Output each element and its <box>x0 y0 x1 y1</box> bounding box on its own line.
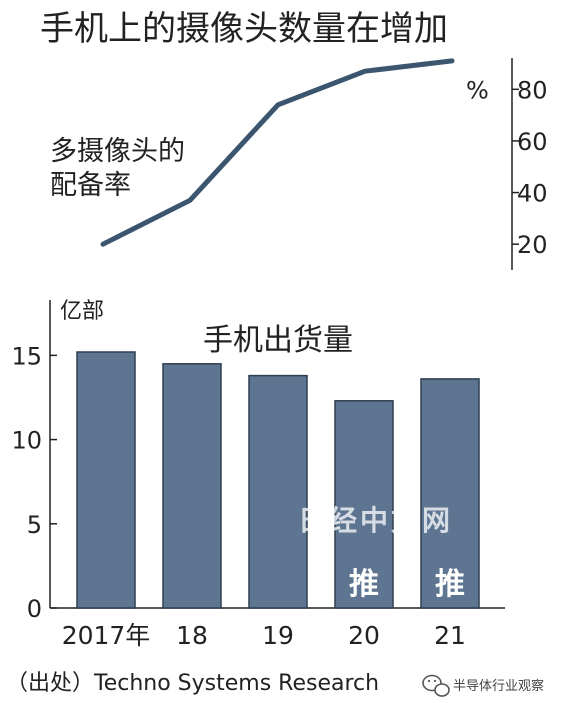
bar-chart-x-tick-label: 2017年 <box>62 621 151 650</box>
shipment-bar <box>334 400 394 609</box>
source-note: （出处）Techno Systems Research <box>6 671 379 696</box>
shipment-bar <box>162 363 222 609</box>
shipment-bar <box>76 351 136 609</box>
bar-chart-y-tick-label: 15 <box>11 342 42 370</box>
bar-chart-x-tick-label: 20 <box>348 621 380 650</box>
wechat-icon <box>422 674 450 697</box>
bar-chart-y-tick-label: 0 <box>27 595 42 623</box>
watermark-text: 日经中文网 <box>298 504 453 537</box>
forecast-mark: 推 <box>435 567 465 602</box>
chart-title: 手机上的摄像头数量在增加 <box>40 9 448 49</box>
bar-chart-x-tick-label: 18 <box>176 621 208 650</box>
line-chart-series-label: 多摄像头的 <box>50 136 185 167</box>
bar-chart-x-tick-label: 19 <box>262 621 294 650</box>
shipment-bar <box>248 374 308 609</box>
forecast-mark: 推 <box>349 567 379 602</box>
shipment-bar <box>420 378 480 609</box>
line-chart-series-label: 配备率 <box>50 170 131 201</box>
line-chart-y-tick-label: 80 <box>517 76 548 104</box>
bar-chart-x-tick-label: 21 <box>434 621 466 650</box>
bar-chart-unit-label: 亿部 <box>60 299 104 324</box>
line-chart-y-tick-label: 40 <box>517 180 548 208</box>
bar-chart-title: 手机出货量 <box>203 323 353 358</box>
line-chart-y-tick-label: 60 <box>517 128 548 156</box>
line-chart-y-tick-label: 20 <box>517 231 548 259</box>
line-chart-unit-label: % <box>466 76 489 104</box>
wechat-label: 半导体行业观察 <box>453 679 544 694</box>
bar-chart-y-tick-label: 10 <box>11 427 42 455</box>
bar-chart-y-tick-label: 5 <box>27 511 42 539</box>
